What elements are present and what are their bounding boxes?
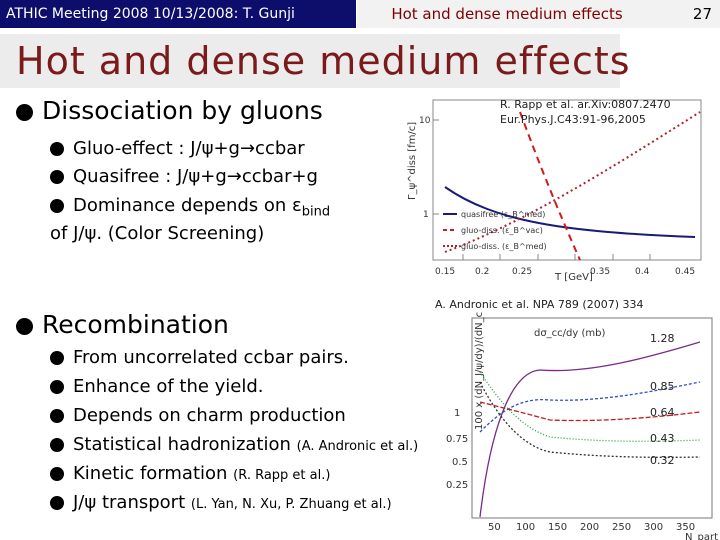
y-tick-label: 1	[423, 210, 429, 220]
x-tick-label: 100	[516, 522, 535, 533]
item-text: Statistical hadronization	[73, 434, 297, 455]
item-text: Depends on charm production	[73, 405, 346, 426]
bullet-icon	[50, 170, 64, 184]
legend-entry: gluo-diss. (ε_B^med)	[461, 242, 547, 251]
plot-frame	[471, 317, 713, 519]
curve-1.28	[479, 341, 701, 518]
bullet-icon	[50, 409, 64, 423]
x-tick-label: 250	[612, 522, 631, 533]
x-tick-label: 150	[548, 522, 567, 533]
x-tick-label: 350	[676, 522, 695, 533]
plot-frame	[432, 99, 702, 261]
list-item: Kinetic formation (R. Rapp et al.)	[50, 463, 330, 484]
meeting-info: ATHIC Meeting 2008 10/13/2008: T. Gunji	[0, 0, 356, 28]
bullet-icon	[50, 199, 64, 213]
item-text: Enhance of the yield.	[73, 376, 264, 397]
gluo-med-curve	[444, 111, 701, 253]
x-tick-label: 0.45	[675, 267, 695, 277]
curve-label: 0.64	[650, 406, 675, 419]
curve-label: 1.28	[650, 332, 675, 345]
bullet-icon	[16, 317, 33, 335]
bullet-icon	[50, 351, 64, 365]
figure1-citation: R. Rapp et al. ar.Xiv:0807.2470 Eur.Phys…	[500, 97, 671, 127]
figure2-citation: A. Andronic et al. NPA 789 (2007) 334	[435, 298, 644, 311]
x-axis-label: T [GeV]	[554, 272, 593, 282]
x-tick-label: 0.2	[475, 267, 489, 277]
slide-title: Hot and dense medium effects	[16, 39, 631, 83]
header-bar: ATHIC Meeting 2008 10/13/2008: T. Gunji …	[0, 0, 720, 28]
item-reference: (A. Andronic et al.)	[296, 439, 419, 454]
y-axis-label: Γ_ψ^diss [fm/c]	[407, 122, 418, 200]
x-axis-label: N_part	[685, 532, 718, 540]
legend-entry: gluo-diss. (ε_B^vac)	[461, 226, 543, 235]
list-item: Quasifree : J/ψ+g→ccbar+g	[50, 166, 318, 187]
title-band	[0, 34, 620, 88]
item-text: Quasifree : J/ψ+g→ccbar+g	[73, 166, 318, 187]
x-tick-label: 0.4	[635, 267, 650, 277]
x-tick-label: 0.35	[590, 267, 610, 277]
y-tick-label: 0.5	[452, 457, 468, 468]
heading-dissociation: Dissociation by gluons	[16, 96, 323, 125]
list-item: Gluo-effect : J/ψ+g→ccbar	[50, 138, 305, 159]
list-item: Dominance depends on εbind	[50, 195, 330, 220]
bullet-icon	[16, 103, 33, 121]
x-tick-label: 0.15	[435, 267, 455, 277]
item-reference: (R. Rapp et al.)	[233, 468, 331, 483]
heading-recombination-text: Recombination	[42, 310, 229, 339]
y-tick-label: 10	[419, 116, 431, 126]
list-item: Depends on charm production	[50, 405, 346, 426]
recombination-ratio-plot: 100 x (dN_J/ψ/dy)/(dN_cc/dy) dσ_cc/dy (m…	[430, 312, 718, 540]
list-item: J/ψ transport (L. Yan, N. Xu, P. Zhuang …	[50, 492, 392, 513]
curve-label: 0.85	[650, 380, 675, 393]
bind-subscript: bind	[301, 204, 331, 220]
curve-0.85	[479, 381, 701, 433]
item-text: Gluo-effect : J/ψ+g→ccbar	[73, 138, 305, 159]
curve-0.32	[479, 381, 701, 458]
y-tick-label: 0.25	[446, 480, 468, 491]
item-text: J/ψ transport	[73, 492, 191, 513]
item-text: From uncorrelated ccbar pairs.	[73, 347, 349, 368]
y-tick-label: 0.75	[446, 434, 468, 445]
bullet-icon	[50, 438, 64, 452]
curve-label: 0.43	[650, 432, 675, 445]
heading-recombination: Recombination	[16, 310, 229, 339]
item-text: Kinetic formation	[73, 463, 234, 484]
curve-label: 0.32	[650, 454, 675, 467]
plot-legend: quasifree (ε_B^med) gluo-diss. (ε_B^vac)…	[443, 210, 547, 251]
item-reference: (L. Yan, N. Xu, P. Zhuang et al.)	[190, 497, 392, 512]
curve-0.43	[479, 371, 701, 442]
x-tick-label: 0.25	[512, 267, 532, 277]
list-item-continuation: of J/ψ. (Color Screening)	[50, 223, 265, 244]
gluo-vac-curve	[519, 111, 581, 261]
x-tick-label: 200	[580, 522, 599, 533]
heading-dissociation-text: Dissociation by gluons	[42, 96, 323, 125]
quasifree-curve	[444, 186, 696, 238]
list-item: Enhance of the yield.	[50, 376, 264, 397]
y-tick-label: 1	[454, 408, 460, 419]
bullet-icon	[50, 496, 64, 510]
x-tick-label: 50	[488, 522, 501, 533]
legend-entry: quasifree (ε_B^med)	[461, 210, 545, 219]
dissociation-width-plot: 10 1 Γ_ψ^diss [fm/c] quasifree (ε_B^med)…	[405, 92, 705, 282]
bullet-icon	[50, 467, 64, 481]
x-tick-label: 300	[644, 522, 663, 533]
header-section-title: Hot and dense medium effects	[357, 0, 657, 28]
bullet-icon	[50, 380, 64, 394]
item-text: Dominance depends on ε	[73, 195, 302, 216]
citation-line: Eur.Phys.J.C43:91-96,2005	[500, 113, 646, 126]
y-axis-label: 100 x (dN_J/ψ/dy)/(dN_cc/dy)	[474, 312, 485, 430]
list-item: From uncorrelated ccbar pairs.	[50, 347, 349, 368]
citation-line: R. Rapp et al. ar.Xiv:0807.2470	[500, 98, 671, 111]
legend-header: dσ_cc/dy (mb)	[534, 328, 605, 339]
page-number: 27	[657, 0, 720, 28]
bullet-icon	[50, 142, 64, 156]
curve-0.64	[479, 401, 701, 422]
list-item: Statistical hadronization (A. Andronic e…	[50, 434, 418, 455]
